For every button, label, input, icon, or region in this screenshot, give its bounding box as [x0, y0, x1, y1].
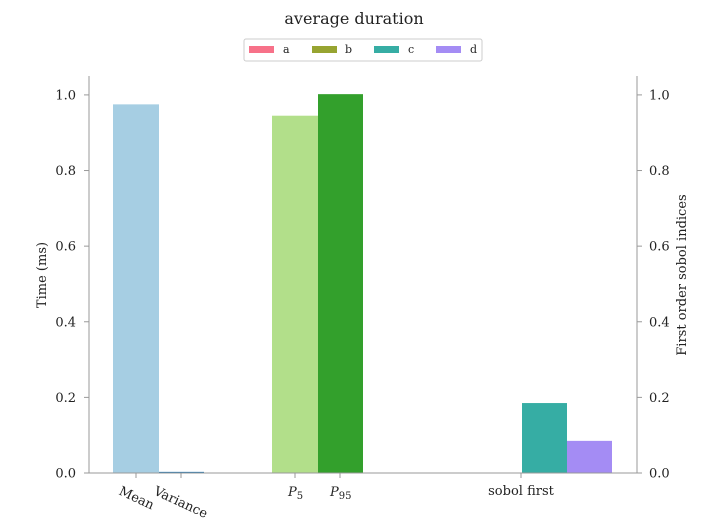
right-y-tick-label-2: 0.4	[649, 315, 670, 330]
left-y-tick-label-2: 0.4	[55, 315, 76, 330]
x-tick-label-p5: P5	[287, 485, 303, 502]
p95-subscript: 95	[339, 491, 352, 502]
bar-mean	[113, 104, 159, 473]
left-y-tick-label-1: 0.2	[55, 391, 76, 406]
right-y-tick-label-0: 0.0	[649, 467, 670, 482]
x-tick-label-p95: P95	[329, 485, 351, 502]
bar-p95	[318, 94, 363, 474]
right-y-ticks: 0.0 0.2 0.4 0.6 0.8 1.0	[637, 88, 670, 482]
p5-base: P	[287, 485, 297, 500]
left-y-tick-label-3: 0.6	[55, 240, 76, 255]
x-tick-label-sobol-first: sobol first	[488, 484, 554, 499]
p95-base: P	[329, 485, 339, 500]
left-y-tick-label-0: 0.0	[55, 467, 76, 482]
legend-swatch-c	[374, 46, 399, 53]
bar-sobol-first-c	[522, 403, 567, 473]
right-y-tick-label-4: 0.8	[649, 164, 670, 179]
left-y-ticks: 0.0 0.2 0.4 0.6 0.8 1.0	[55, 88, 89, 482]
left-y-axis-title: Time (ms)	[35, 242, 50, 308]
x-ticks: Mean Variance P5 P95 sobol first	[116, 473, 555, 522]
right-y-tick-label-1: 0.2	[649, 391, 670, 406]
x-tick-label-mean: Mean	[116, 484, 157, 514]
legend-label-d: d	[470, 43, 477, 56]
bar-sobol-first-d	[567, 440, 612, 473]
bar-p5	[272, 115, 318, 473]
right-y-tick-label-5: 1.0	[649, 88, 670, 103]
legend-frame	[243, 38, 483, 62]
p5-subscript: 5	[297, 491, 303, 502]
left-y-tick-label-5: 1.0	[55, 88, 76, 103]
right-y-axis-title: First order sobol indices	[675, 194, 690, 355]
legend-label-c: c	[408, 43, 414, 56]
legend-swatch-b	[312, 46, 337, 53]
bar-variance	[159, 471, 204, 473]
left-y-tick-label-4: 0.8	[55, 164, 76, 179]
legend-label-b: b	[345, 43, 352, 56]
legend-swatch-a	[249, 46, 274, 53]
bars-group	[113, 94, 612, 474]
x-tick-label-variance: Variance	[150, 484, 210, 522]
legend: a b c d	[243, 38, 483, 62]
chart-title: average duration	[284, 9, 423, 28]
right-y-tick-label-3: 0.6	[649, 240, 670, 255]
legend-label-a: a	[283, 43, 290, 56]
legend-swatch-d	[436, 46, 461, 53]
